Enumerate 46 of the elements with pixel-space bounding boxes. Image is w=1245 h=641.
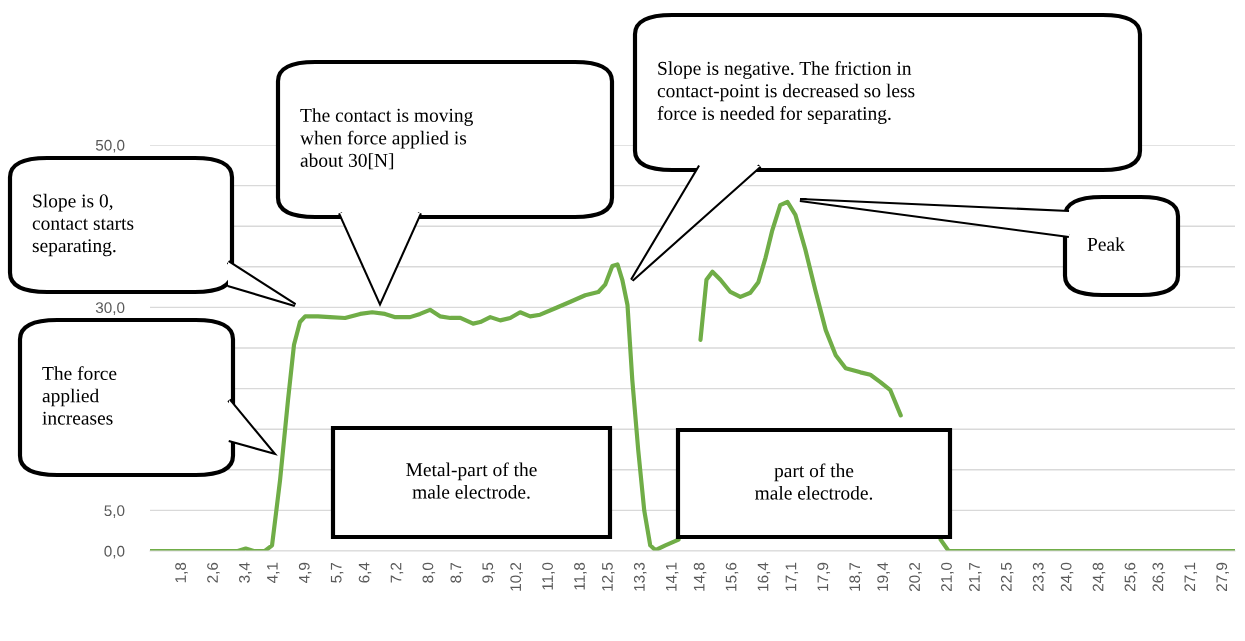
- x-tick-label: 7,2: [390, 562, 404, 583]
- text: Slope is 0, contact starts separating.: [32, 193, 134, 257]
- x-tick-label: 11,0: [542, 562, 555, 590]
- x-tick-label: 24,8: [1092, 562, 1106, 592]
- x-tick-label: 10,2: [510, 562, 523, 591]
- x-tick-label: 27,9: [1216, 562, 1229, 592]
- x-tick-label: 2,6: [207, 562, 220, 583]
- x-tick-label: 9,5: [482, 562, 495, 583]
- x-tick-label: 21,7: [969, 562, 982, 592]
- x-tick-label: 27,1: [1184, 562, 1198, 592]
- x-tick-label: 19,4: [877, 562, 890, 591]
- text: Slope is negative. The friction in contact-point is decreased so less force is needed for separating.: [657, 61, 915, 124]
- annotation: part of the male electrode.: [755, 463, 873, 500]
- x-tick-label: 23,3: [1032, 562, 1046, 592]
- x-tick-label: 22,5: [1000, 562, 1014, 592]
- x-tick-label: 16,4: [757, 562, 771, 591]
- y-tick-label: 30,0: [95, 302, 125, 315]
- x-tick-label: 20,2: [909, 562, 922, 592]
- x-tick-label: 4,9: [298, 562, 312, 583]
- annotation: Peak: [1087, 237, 1125, 251]
- x-tick-label: 8,0: [422, 562, 436, 583]
- x-tick-label: 17,9: [817, 562, 831, 591]
- x-tick-label: 11,8: [574, 562, 587, 590]
- x-tick-label: 14,1: [666, 562, 679, 591]
- x-tick-label: 17,1: [785, 562, 799, 591]
- y-tick-label: 50,0: [95, 139, 125, 153]
- x-tick-label: 26,3: [1152, 562, 1166, 592]
- x-tick-label: 5,7: [330, 562, 344, 583]
- text: The force applied increases: [42, 366, 117, 425]
- x-tick-label: 6,4: [358, 562, 372, 583]
- x-tick-label: 15,6: [725, 562, 739, 591]
- annotation: Metal-part of the male electrode.: [406, 462, 537, 499]
- x-tick-label: 18,7: [849, 562, 862, 591]
- x-tick-label: 13,3: [633, 562, 647, 591]
- x-tick-label: 1,8: [175, 562, 188, 583]
- x-tick-label: 12,5: [602, 562, 615, 591]
- annotation: The contact is moving when force applied is about 30[N]: [300, 108, 473, 170]
- x-tick-label: 8,7: [450, 562, 464, 583]
- y-tick-label: 5,0: [104, 505, 125, 518]
- x-tick-label: 14,8: [693, 562, 707, 591]
- x-tick-label: 24,0: [1060, 562, 1074, 592]
- x-tick-label: 25,6: [1124, 562, 1138, 592]
- x-tick-label: 21,0: [941, 562, 954, 592]
- y-tick-label: 0,0: [104, 545, 125, 559]
- x-tick-label: 4,1: [267, 562, 280, 583]
- x-tick-label: 3,4: [239, 562, 252, 583]
